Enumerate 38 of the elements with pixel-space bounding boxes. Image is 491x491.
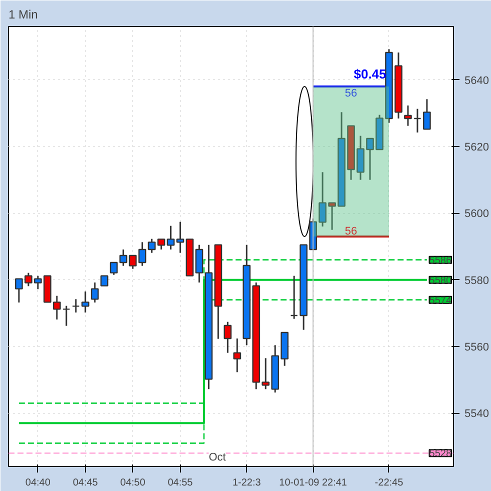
- candlestick: [128, 254, 137, 270]
- candlestick: [148, 238, 156, 254]
- y-tick-label: 5580: [464, 274, 489, 287]
- candlestick: [138, 241, 146, 267]
- candlestick: [62, 305, 70, 327]
- candlestick: [110, 262, 118, 276]
- chart-title: 1 Min: [8, 8, 38, 22]
- candlestick: [81, 290, 90, 314]
- y-tick-label: 5600: [464, 208, 489, 220]
- y-tick-label: 5540: [464, 408, 489, 420]
- y-tick-label: 5640: [464, 74, 489, 87]
- candlestick: [423, 98, 431, 130]
- candlestick: [52, 295, 61, 320]
- x-tick-label: 04:40: [25, 478, 51, 488]
- annotation: Oct: [208, 452, 226, 464]
- candlestick: [176, 221, 184, 254]
- y-tick-label: 5560: [464, 342, 489, 354]
- x-tick-label: 04:45: [72, 478, 98, 488]
- x-tick-label: 1-22:3: [232, 478, 262, 488]
- x-tick-label: 04:50: [120, 478, 146, 488]
- candlestick: [119, 248, 128, 267]
- candlestick: [233, 338, 242, 373]
- annotation: 56: [344, 88, 358, 100]
- candlestick: [414, 108, 422, 134]
- candlestick: [195, 244, 204, 284]
- candlestick: [157, 238, 166, 250]
- x-tick-label: 04:55: [168, 478, 194, 488]
- y-tick-label: 5620: [464, 142, 489, 154]
- candlestick: [166, 225, 175, 250]
- candlestick: [100, 275, 108, 286]
- annotation: 56: [344, 226, 358, 238]
- candlestick: [72, 298, 80, 314]
- x-tick-label: 10-01-09 22:41: [279, 478, 348, 488]
- candlestick: [404, 104, 412, 127]
- x-tick-label: -22:45: [374, 478, 404, 488]
- candlestick: [90, 282, 99, 304]
- candlestick: [224, 321, 232, 354]
- candlestick: [290, 275, 298, 320]
